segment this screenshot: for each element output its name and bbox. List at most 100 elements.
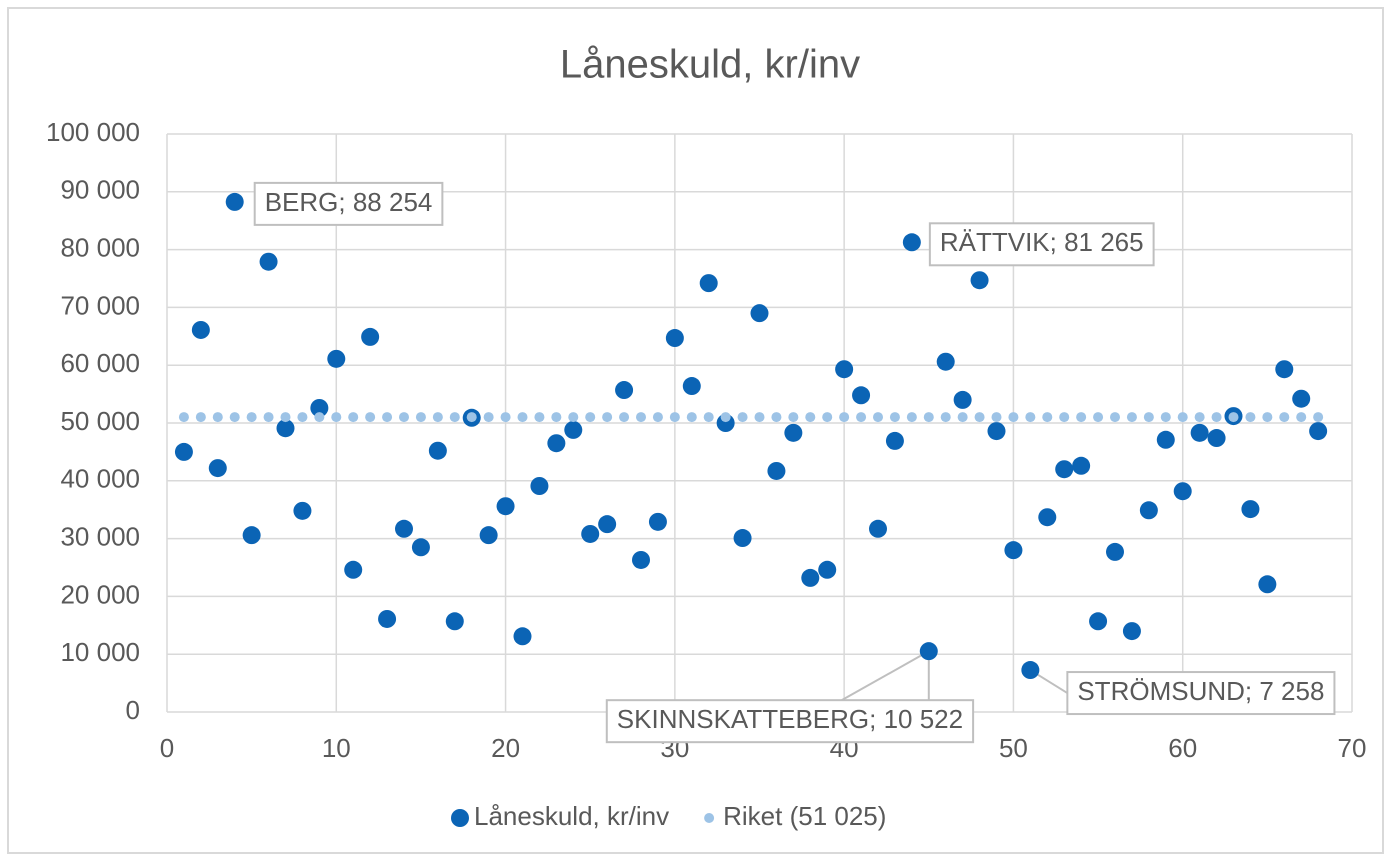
data-point	[534, 412, 545, 423]
data-point	[466, 412, 477, 423]
x-tick-label: 70	[1338, 733, 1367, 763]
data-point	[818, 560, 837, 579]
data-point	[1228, 412, 1239, 423]
callout-box	[253, 181, 444, 226]
x-tick-label: 60	[1168, 733, 1197, 763]
data-point	[1122, 622, 1141, 641]
y-tick-label: 70 000	[60, 290, 140, 320]
data-point	[750, 304, 769, 323]
data-point	[953, 390, 972, 409]
data-point	[957, 412, 968, 423]
data-point	[212, 412, 223, 423]
data-point	[1173, 482, 1192, 501]
data-point	[1072, 456, 1091, 475]
data-point	[1245, 412, 1256, 423]
data-point	[378, 609, 397, 628]
data-label: BERG; 88 254	[265, 187, 433, 217]
data-point	[801, 568, 820, 587]
data-point	[805, 412, 816, 423]
data-point	[314, 412, 325, 423]
data-point	[1055, 460, 1074, 479]
y-tick-label: 40 000	[60, 464, 140, 494]
data-callout: SKINNSKATTEBERG; 10 522	[605, 650, 975, 744]
data-point	[1139, 501, 1158, 520]
data-point	[1279, 412, 1290, 423]
data-point	[1008, 412, 1019, 423]
data-point	[1313, 412, 1324, 423]
data-point	[297, 412, 308, 423]
data-point	[1194, 412, 1205, 423]
data-point	[784, 423, 803, 442]
y-tick-label: 60 000	[60, 348, 140, 378]
data-point	[479, 526, 498, 545]
chart-title: Låneskuld, kr/inv	[560, 43, 860, 87]
x-tick-label: 10	[322, 733, 351, 763]
data-point	[445, 612, 464, 631]
data-label: RÄTTVIK; 81 265	[940, 227, 1144, 257]
data-point	[530, 477, 549, 496]
data-point	[771, 412, 782, 423]
data-point	[1004, 541, 1023, 560]
data-point	[1143, 412, 1154, 423]
data-point	[496, 497, 515, 516]
data-point	[551, 412, 562, 423]
y-tick-label: 0	[126, 695, 140, 725]
data-point	[940, 412, 951, 423]
data-point	[1025, 412, 1036, 423]
data-point	[276, 419, 295, 438]
data-label: STRÖMSUND; 7 258	[1077, 676, 1324, 706]
data-point	[936, 352, 955, 371]
data-point	[1038, 508, 1057, 527]
data-point	[178, 412, 189, 423]
data-point	[432, 412, 443, 423]
data-point	[1110, 412, 1120, 423]
data-point	[902, 233, 921, 252]
data-point	[585, 412, 596, 423]
data-point	[280, 412, 291, 423]
data-point	[991, 412, 1002, 423]
data-point	[195, 412, 206, 423]
legend-marker	[704, 813, 715, 823]
data-point	[703, 412, 714, 423]
data-point	[906, 412, 917, 423]
data-point	[547, 434, 566, 453]
y-tick-label: 80 000	[60, 232, 140, 262]
data-point	[1126, 412, 1137, 423]
data-point	[263, 412, 274, 423]
data-point	[669, 412, 680, 423]
data-point	[449, 412, 460, 423]
data-point	[1258, 575, 1277, 594]
data-point	[1190, 423, 1209, 442]
data-point	[974, 412, 985, 423]
data-point	[919, 642, 938, 661]
data-point	[1160, 412, 1171, 423]
data-point	[754, 412, 765, 423]
data-point	[852, 386, 871, 405]
data-point	[648, 512, 667, 531]
data-point	[720, 412, 731, 423]
data-point	[1207, 429, 1226, 448]
data-point	[822, 412, 833, 423]
data-point	[873, 412, 883, 423]
data-point	[564, 420, 583, 439]
x-tick-label: 20	[491, 733, 520, 763]
data-point	[1156, 430, 1175, 449]
data-point	[415, 412, 426, 423]
data-point	[856, 412, 867, 423]
data-point	[839, 412, 850, 423]
data-point	[293, 501, 312, 520]
data-point	[1275, 360, 1294, 379]
data-point	[665, 329, 684, 348]
data-point	[191, 320, 210, 339]
y-tick-label: 50 000	[60, 406, 140, 436]
data-point	[699, 274, 718, 293]
data-point	[615, 381, 634, 400]
data-point	[1042, 412, 1053, 423]
callout-box	[605, 699, 975, 744]
data-point	[382, 412, 393, 423]
data-point	[229, 412, 240, 423]
data-point	[602, 412, 613, 423]
data-point	[428, 441, 447, 460]
data-point	[500, 412, 511, 423]
